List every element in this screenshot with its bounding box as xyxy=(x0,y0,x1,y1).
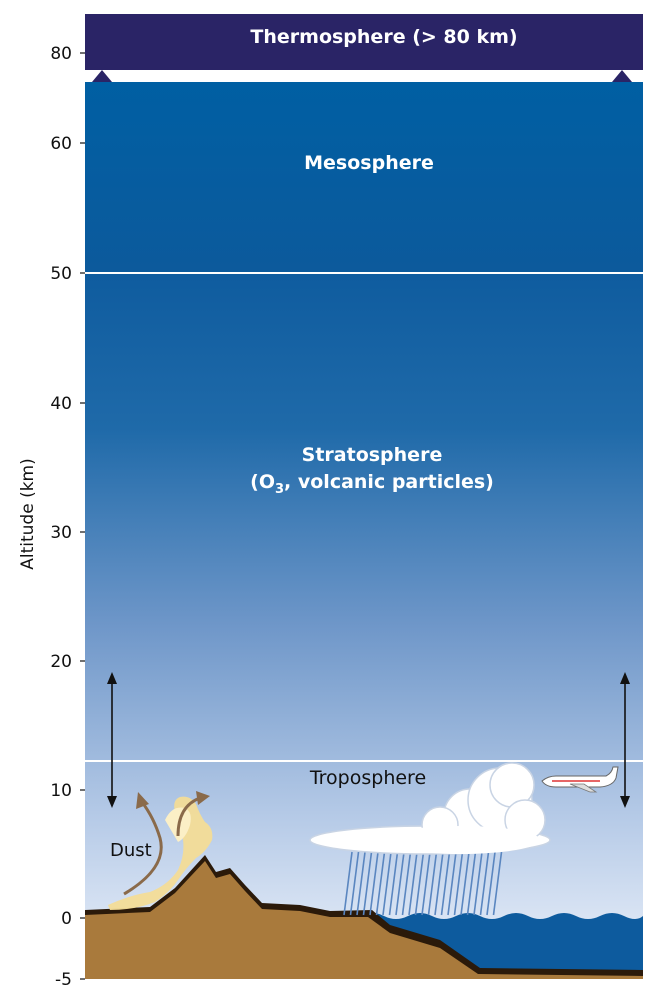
dust-arrow-right-head xyxy=(196,791,210,805)
dust-arrow-right xyxy=(176,796,201,837)
rain-streak xyxy=(486,851,496,916)
stratosphere-sublabel: (O3, volcanic particles) xyxy=(250,471,494,497)
rain-streak xyxy=(349,851,360,916)
y-axis-ticks xyxy=(80,52,85,980)
rain-streak xyxy=(453,851,464,916)
troposphere-range-arrow-right xyxy=(620,672,630,808)
axis-break xyxy=(85,70,643,82)
ground xyxy=(85,861,643,979)
cloud xyxy=(309,762,551,855)
tick-label-40: 40 xyxy=(50,394,72,414)
rain-streak xyxy=(427,851,438,916)
rain-streak xyxy=(421,851,431,916)
dust-label: Dust xyxy=(110,840,152,861)
rain-streak xyxy=(440,851,451,916)
rain-streak xyxy=(382,851,392,916)
thermosphere-label: Thermosphere (> 80 km) xyxy=(250,26,517,48)
dust-arrow-left-head xyxy=(136,792,149,809)
rain-streak xyxy=(395,851,405,916)
break-notch-left xyxy=(92,70,112,82)
rain xyxy=(343,851,503,916)
troposphere-label: Troposphere xyxy=(309,767,426,789)
dust-arrow-left xyxy=(123,801,163,896)
stratosphere-band xyxy=(85,274,643,979)
stratosphere-label: Stratosphere xyxy=(302,444,443,466)
tick-label-20: 20 xyxy=(50,652,72,672)
rain-streak xyxy=(466,851,477,916)
rain-streak xyxy=(388,851,399,916)
rain-streak xyxy=(479,851,490,916)
stratosphere-sublabel-pre: (O xyxy=(250,471,275,493)
mesosphere-band xyxy=(85,82,643,273)
rain-streak xyxy=(408,851,418,916)
rain-streak xyxy=(401,851,412,916)
tick-label-50: 50 xyxy=(50,264,72,284)
tick-label-30: 30 xyxy=(50,523,72,543)
rain-streak xyxy=(362,851,373,916)
rain-streak xyxy=(492,851,503,916)
thermosphere-band xyxy=(85,14,643,72)
airplane-icon xyxy=(541,766,619,793)
tick-label-80: 80 xyxy=(50,44,72,64)
rain-streak xyxy=(414,851,425,916)
rain-streak xyxy=(447,851,457,916)
tick-label-0: 0 xyxy=(61,909,72,929)
rain-streak xyxy=(434,851,444,916)
mesosphere-label: Mesosphere xyxy=(304,152,434,174)
troposphere-range-arrow-left xyxy=(107,672,117,808)
rain-streak xyxy=(375,851,386,916)
stratosphere-sublabel-sub: 3 xyxy=(275,482,284,497)
stratosphere-sublabel-post: , volcanic particles) xyxy=(284,471,494,493)
rain-streak xyxy=(369,851,379,916)
tick-label-minus5: -5 xyxy=(55,970,72,990)
rain-streak xyxy=(473,851,483,916)
rain-streak xyxy=(460,851,470,916)
tick-label-60: 60 xyxy=(50,134,72,154)
rain-streak xyxy=(356,851,366,916)
tick-label-10: 10 xyxy=(50,781,72,801)
rain-streak xyxy=(343,851,353,916)
break-notch-right xyxy=(612,70,632,82)
y-axis-title: Altitude (km) xyxy=(18,458,38,570)
